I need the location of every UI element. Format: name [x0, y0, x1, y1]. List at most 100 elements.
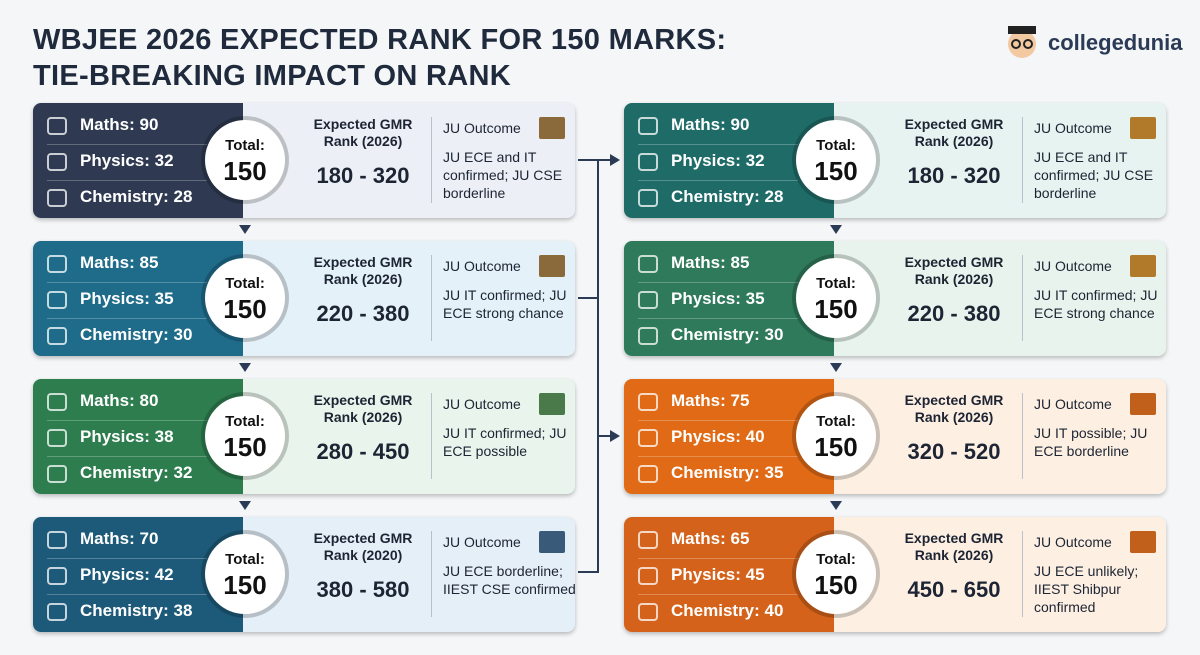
- rank-range: 320 - 520: [907, 439, 1001, 464]
- rank-label-line: Rank (2026): [323, 133, 403, 149]
- separator: [47, 558, 207, 559]
- rank-range: 450 - 650: [907, 577, 1001, 602]
- total-label: Total:: [816, 551, 856, 568]
- card: Maths: 75 Physics: 40 Chemistry: 35 Total: 1…: [624, 379, 1166, 494]
- subject-icon: [638, 153, 658, 171]
- outcome-text: JU IT confirmed; JU ECE possible: [443, 425, 567, 459]
- outcome-text: JU ECE borderline; IIEST CSE confirmed: [443, 563, 575, 597]
- outcome-text: JU ECE and IT confirmed; JU CSE borderli…: [1034, 149, 1154, 201]
- subject-score: Physics: 32: [80, 151, 174, 170]
- subject-score: Physics: 45: [671, 565, 765, 584]
- divider: [431, 393, 432, 479]
- outcome-label: JU Outcome: [443, 258, 521, 274]
- rank-range: 220 - 380: [907, 301, 1001, 326]
- subject-score: Physics: 35: [671, 289, 765, 308]
- total-value: 150: [814, 432, 858, 462]
- subject-score: Chemistry: 30: [80, 325, 193, 344]
- card: Maths: 80 Physics: 38 Chemistry: 32 Total: 1…: [33, 379, 575, 494]
- rank-label-line: Rank (2026): [914, 409, 994, 425]
- total-value: 150: [223, 570, 267, 600]
- arrowhead: [610, 430, 620, 442]
- rank-label: Expected GMR Rank (2026): [894, 254, 1014, 288]
- title: WBJEE 2026 EXPECTED RANK FOR 150 MARKS: T…: [33, 22, 726, 94]
- subject-icon: [638, 465, 658, 483]
- total-badge: Total: 150: [796, 258, 876, 338]
- subject-icon: [638, 393, 658, 411]
- subject-icon: [47, 429, 67, 447]
- total-value: 150: [223, 156, 267, 186]
- total-label: Total:: [816, 413, 856, 430]
- outcome-text: JU IT confirmed; JU ECE strong chance: [1034, 287, 1158, 321]
- rank-range: 280 - 450: [316, 439, 410, 464]
- rank-label-line: Expected GMR: [313, 392, 413, 408]
- subject-score: Maths: 90: [80, 115, 159, 134]
- card: Maths: 85 Physics: 35 Chemistry: 30 Total: 1…: [33, 241, 575, 356]
- rank-label-line: Expected GMR: [313, 254, 413, 270]
- subject-score: Maths: 85: [80, 253, 159, 272]
- outcome-text: JU IT confirmed; JU ECE strong chance: [443, 287, 567, 321]
- down-arrow: [239, 363, 251, 372]
- subject-score: Chemistry: 28: [671, 187, 784, 206]
- subject-score: Physics: 40: [671, 427, 765, 446]
- subject-icon: [638, 117, 658, 135]
- subject-icon: [638, 327, 658, 345]
- separator: [47, 144, 207, 145]
- subject-icon: [638, 255, 658, 273]
- divider: [431, 255, 432, 341]
- brand: collegedunia: [1048, 30, 1183, 55]
- total-value: 150: [814, 156, 858, 186]
- total-badge: Total: 150: [205, 120, 285, 200]
- separator: [47, 456, 207, 457]
- subject-icon: [47, 291, 67, 309]
- total-badge: Total: 150: [205, 258, 285, 338]
- subject-score: Maths: 80: [80, 391, 159, 410]
- rank-range: 180 - 320: [907, 163, 1001, 188]
- separator: [47, 594, 207, 595]
- subject-score: Physics: 42: [80, 565, 174, 584]
- total-value: 150: [223, 294, 267, 324]
- logo-icon: [1008, 26, 1036, 58]
- rank-label: Expected GMR Rank (2026): [894, 392, 1014, 426]
- subject-icon: [638, 531, 658, 549]
- rank-label-line: Expected GMR: [904, 392, 1004, 408]
- total-badge: Total: 150: [796, 534, 876, 614]
- outcome-text: JU ECE unlikely; IIEST Shibpur confirmed: [1034, 563, 1139, 615]
- rank-label-line: Expected GMR: [313, 530, 413, 546]
- subject-icon: [638, 603, 658, 621]
- subject-score: Chemistry: 40: [671, 601, 784, 620]
- card: Maths: 70 Physics: 42 Chemistry: 38 Total: 1…: [33, 517, 575, 632]
- total-label: Total:: [816, 275, 856, 292]
- down-arrow: [239, 501, 251, 510]
- separator: [638, 318, 798, 319]
- total-label: Total:: [225, 275, 265, 292]
- outcome-icon: [539, 393, 565, 415]
- arrowhead: [610, 154, 620, 166]
- rank-label: Expected GMR Rank (2020): [303, 530, 423, 564]
- separator: [638, 558, 798, 559]
- total-badge: Total: 150: [796, 396, 876, 476]
- total-badge: Total: 150: [796, 120, 876, 200]
- rank-label-line: Rank (2026): [323, 409, 403, 425]
- subject-score: Physics: 32: [671, 151, 765, 170]
- rank-label-line: Expected GMR: [313, 116, 413, 132]
- separator: [638, 420, 798, 421]
- outcome-label: JU Outcome: [1034, 258, 1112, 274]
- rank-label-line: Rank (2020): [323, 547, 403, 563]
- subject-icon: [638, 189, 658, 207]
- divider: [1022, 531, 1023, 617]
- subject-score: Chemistry: 30: [671, 325, 784, 344]
- separator: [638, 594, 798, 595]
- outcome-icon: [539, 117, 565, 139]
- outcome-label: JU Outcome: [1034, 120, 1112, 136]
- card: Maths: 90 Physics: 32 Chemistry: 28 Total: 1…: [33, 103, 575, 218]
- rank-label-line: Rank (2026): [323, 271, 403, 287]
- subject-icon: [47, 255, 67, 273]
- rank-range: 380 - 580: [316, 577, 410, 602]
- separator: [638, 282, 798, 283]
- subject-icon: [638, 567, 658, 585]
- separator: [638, 180, 798, 181]
- card: Maths: 65 Physics: 45 Chemistry: 40 Total: 1…: [624, 517, 1166, 632]
- separator: [47, 282, 207, 283]
- outcome-icon: [1130, 255, 1156, 277]
